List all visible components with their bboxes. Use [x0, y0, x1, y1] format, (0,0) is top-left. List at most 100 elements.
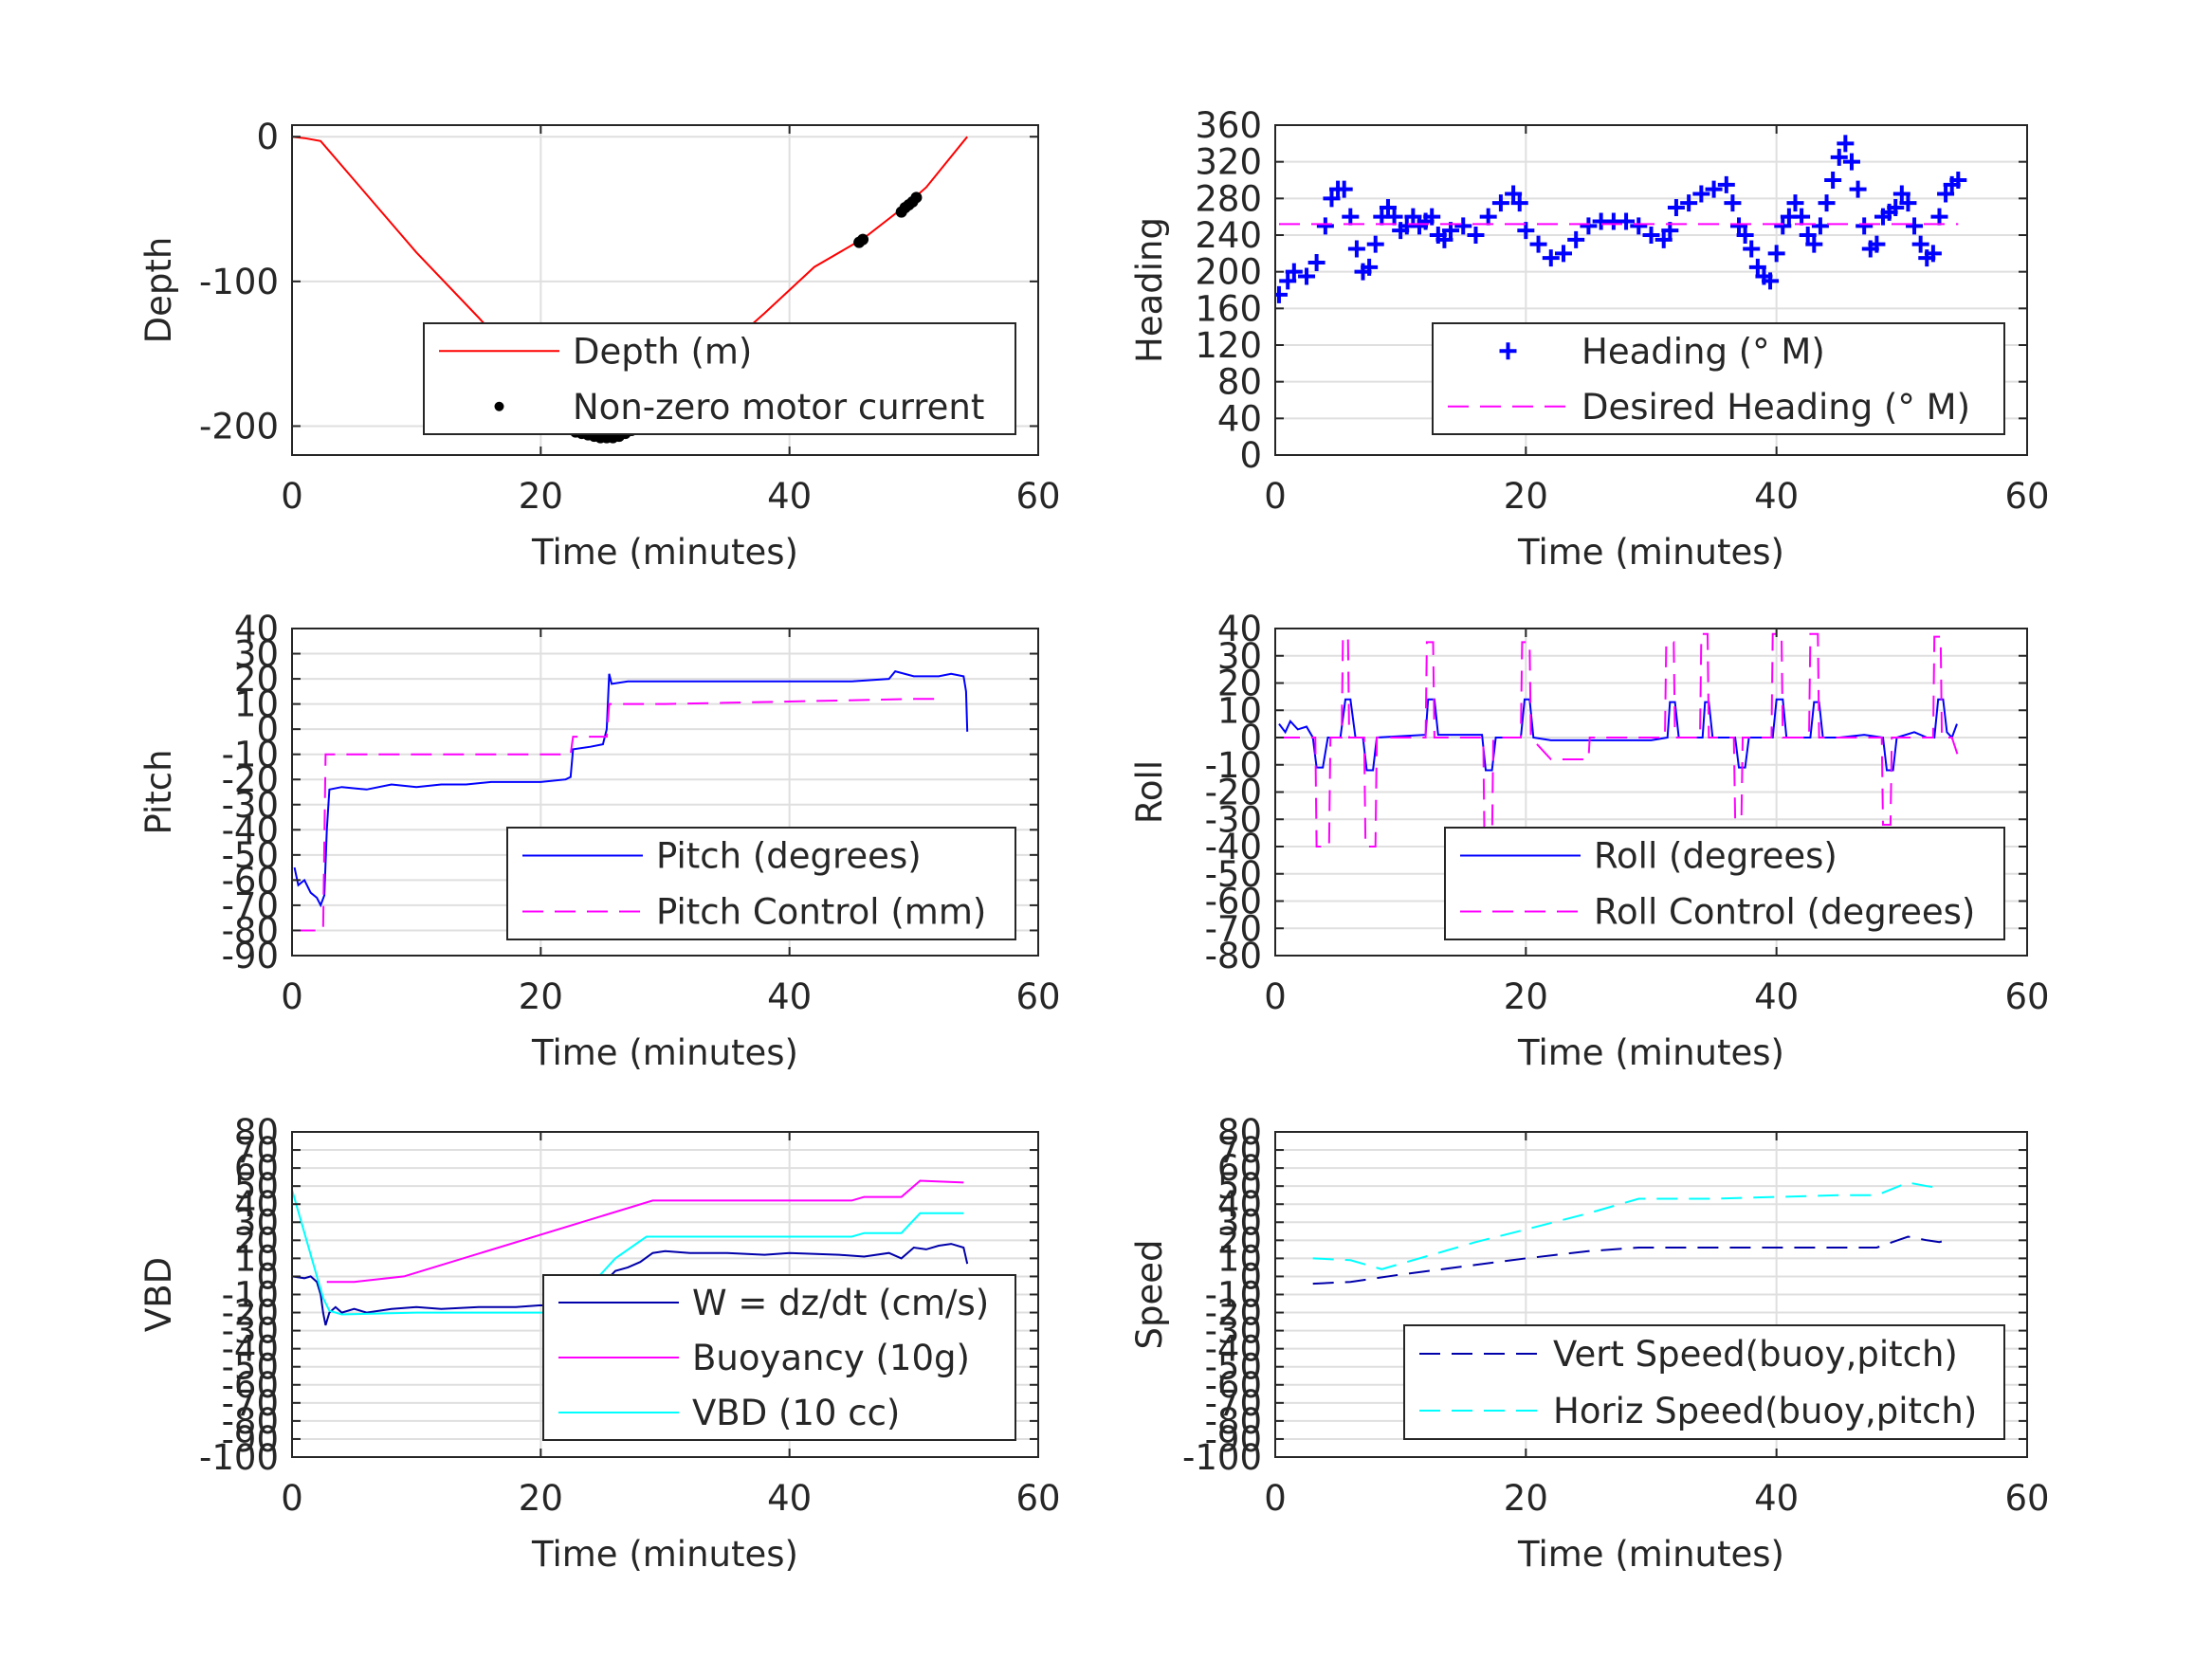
series-line: [326, 1179, 964, 1284]
data-point: [1793, 208, 1811, 226]
data-point: [1467, 227, 1485, 244]
y-tick-label: 80: [1217, 1112, 1262, 1153]
series-line: [1312, 1181, 1940, 1270]
y-axis-label: Roll: [1129, 760, 1170, 824]
y-tick-label: 360: [1195, 105, 1262, 146]
y-tick-label: -70: [222, 1383, 279, 1424]
y-tick-label: -40: [1205, 1329, 1262, 1370]
data-point: [1542, 249, 1560, 267]
legend-label: Heading (° M): [1581, 331, 1825, 372]
legend-label: VBD (10 cc): [692, 1393, 900, 1433]
data-point: [1937, 185, 1955, 203]
y-tick-label: 10: [234, 684, 279, 725]
y-tick-label: -50: [1205, 854, 1262, 895]
y-tick-label: 30: [234, 634, 279, 675]
y-tick-label: -80: [222, 1401, 279, 1442]
x-tick-label: 40: [767, 476, 812, 517]
legend-label: Non-zero motor current: [573, 387, 984, 428]
y-tick-label: 20: [234, 659, 279, 700]
data-point: [857, 233, 869, 246]
legend-swatch: [494, 401, 504, 411]
data-point: [1692, 185, 1710, 203]
y-tick-label: 10: [1217, 1238, 1262, 1279]
x-tick-label: 0: [1264, 476, 1287, 517]
series-vbd-1: [326, 1179, 964, 1284]
data-point: [1335, 180, 1353, 198]
y-tick-label: -20: [1205, 1293, 1262, 1334]
y-tick-label: -90: [222, 936, 279, 976]
y-tick-label: -20: [222, 1293, 279, 1334]
legend-label: Roll Control (degrees): [1594, 892, 1975, 933]
series-roll-0: [1278, 698, 1958, 772]
series-pitch-1: [294, 698, 940, 932]
y-tick-label: 160: [1195, 288, 1262, 329]
x-tick-label: 60: [2004, 1478, 2049, 1519]
y-tick-label: -10: [1205, 745, 1262, 786]
axes-box: [291, 124, 1039, 456]
data-point: [1580, 217, 1598, 235]
y-axis-label: Heading: [1129, 217, 1170, 363]
data-point: [1748, 258, 1766, 276]
y-tick-label: -80: [1205, 1401, 1262, 1442]
x-axis-label: Time (minutes): [531, 532, 798, 573]
chart-roll: 0 20 40 60403020100-10-20-30-40-50-60-70-80…: [1129, 609, 2050, 1073]
data-point: [1366, 235, 1384, 253]
legend-label: Depth (m): [573, 331, 752, 372]
y-tick-label: 70: [1217, 1130, 1262, 1171]
y-tick-label: -100: [1182, 1437, 1262, 1478]
series-line: [1279, 632, 1960, 848]
data-point: [1949, 172, 1967, 189]
y-tick-label: 50: [1217, 1166, 1262, 1207]
data-point: [1454, 217, 1472, 235]
data-point: [1730, 217, 1748, 235]
y-tick-label: 70: [234, 1130, 279, 1171]
y-tick-label: 20: [1217, 1220, 1262, 1261]
data-point: [1491, 194, 1509, 212]
legend-label: Desired Heading (° M): [1581, 387, 1970, 428]
data-point: [1529, 235, 1547, 253]
y-tick-label: -50: [1205, 1347, 1262, 1388]
legend-box: [1432, 322, 2005, 435]
x-tick-label: 60: [1015, 476, 1060, 517]
data-point: [1567, 230, 1585, 248]
y-tick-label: -10: [1205, 1275, 1262, 1316]
y-tick-label: -90: [1205, 1419, 1262, 1460]
data-point: [1554, 245, 1572, 263]
legend-pitch: Pitch (degrees) Pitch Control (mm): [506, 827, 1016, 940]
legend-box: [423, 322, 1016, 435]
data-point: [1930, 208, 1948, 226]
legend-box: [1444, 827, 2005, 940]
y-tick-label: 10: [234, 1238, 279, 1279]
series-line: [1278, 698, 1958, 772]
y-tick-label: -10: [222, 735, 279, 775]
data-point: [1717, 175, 1735, 193]
y-tick-label: 120: [1195, 325, 1262, 366]
series-roll-1: [1279, 632, 1960, 848]
y-tick-label: -200: [199, 406, 279, 447]
y-tick-label: 30: [1217, 636, 1262, 677]
series-speed-0: [1312, 1235, 1952, 1285]
data-point: [1298, 267, 1316, 285]
data-point: [1517, 222, 1535, 240]
x-tick-label: 20: [1504, 476, 1548, 517]
data-point: [1618, 212, 1636, 230]
legend-swatch: [1499, 342, 1517, 360]
series-line: [1312, 1235, 1952, 1285]
series-line: [293, 669, 969, 908]
x-tick-label: 20: [519, 476, 563, 517]
x-tick-label: 60: [2004, 476, 2049, 517]
y-tick-label: -50: [222, 835, 279, 876]
legend-speed: Vert Speed(buoy,pitch) Horiz Speed(buoy,p…: [1403, 1324, 2005, 1440]
y-tick-label: -60: [1205, 1365, 1262, 1406]
y-tick-label: -60: [222, 1365, 279, 1406]
data-point: [1774, 217, 1792, 235]
y-tick-label: 0: [256, 709, 279, 750]
x-axis-label: Time (minutes): [1517, 532, 1784, 573]
y-tick-label: 0: [256, 1256, 279, 1297]
data-point: [1285, 263, 1303, 281]
x-axis-label: Time (minutes): [531, 1534, 798, 1575]
data-point: [1724, 194, 1742, 212]
legend-roll: Roll (degrees) Roll Control (degrees): [1444, 827, 2005, 940]
data-point: [1743, 240, 1761, 258]
y-tick-label: -30: [1205, 1311, 1262, 1352]
